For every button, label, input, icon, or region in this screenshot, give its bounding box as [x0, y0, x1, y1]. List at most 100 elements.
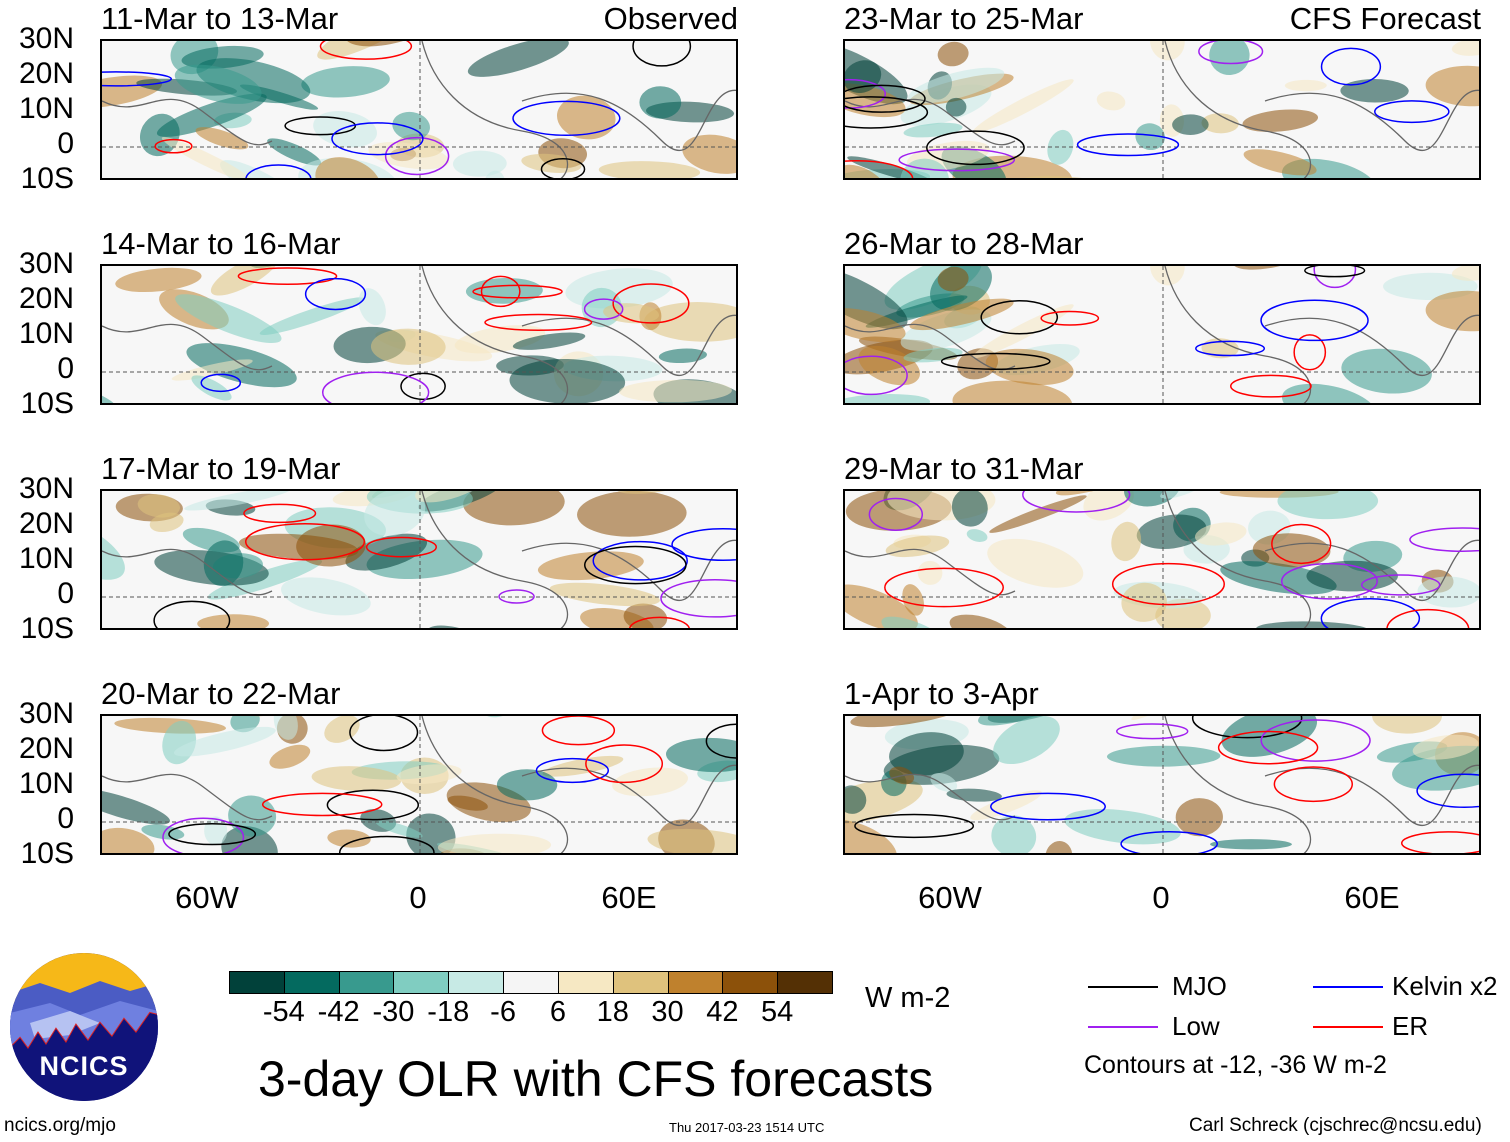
- olr-anomaly-blob: [937, 266, 969, 292]
- colorbar-tick-label: 6: [549, 996, 566, 1028]
- contour-kelvin: [200, 373, 242, 393]
- olr-anomaly-blob: [509, 358, 626, 403]
- colorbar-swatch: [503, 971, 559, 994]
- contour-low: [321, 371, 430, 403]
- lat-label: 20N: [18, 282, 74, 315]
- olr-anomaly-blob: [951, 491, 988, 527]
- olr-map-panel: [843, 489, 1481, 630]
- olr-anomaly-blob: [1256, 621, 1371, 628]
- olr-anomaly-blob: [137, 494, 180, 518]
- olr-anomaly-blob: [1277, 491, 1379, 520]
- olr-anomaly-blob: [315, 157, 382, 178]
- footer-author: Carl Schreck (cjschrec@ncsu.edu): [1189, 1115, 1482, 1136]
- olr-anomaly-blob: [952, 380, 1073, 403]
- olr-anomaly-blob: [512, 332, 586, 350]
- contour-er: [484, 313, 593, 332]
- contour-low: [1313, 266, 1357, 289]
- olr-anomaly-blob: [937, 41, 969, 67]
- lat-label: 30N: [18, 472, 74, 505]
- olr-anomaly-blob: [184, 491, 292, 511]
- contour-mjo: [845, 96, 929, 129]
- contour-er: [237, 267, 338, 285]
- olr-anomaly-blob: [467, 41, 569, 77]
- olr-anomaly-blob: [447, 795, 488, 811]
- map-svg: [845, 491, 1479, 630]
- contour-er: [1401, 831, 1479, 853]
- olr-anomaly-blob: [197, 614, 270, 628]
- contour-low: [1260, 719, 1371, 762]
- olr-anomaly-blob: [946, 788, 1002, 802]
- contour-er: [1386, 608, 1470, 628]
- olr-anomaly-blob: [1425, 65, 1479, 107]
- contour-mjo: [845, 84, 926, 113]
- olr-anomaly-blob: [1340, 79, 1409, 103]
- colorbar-swatch: [229, 971, 285, 994]
- contour-er: [1271, 523, 1332, 565]
- contour-er: [628, 616, 690, 628]
- lat-label: 0: [57, 127, 74, 160]
- olr-anomaly-blob: [577, 491, 687, 537]
- olr-anomaly-blob: [415, 491, 493, 503]
- contour-kelvin: [304, 277, 367, 311]
- contour-low: [845, 355, 908, 396]
- olr-anomaly-blob: [322, 403, 401, 405]
- contour-kelvin: [671, 527, 736, 561]
- olr-anomaly-blob: [149, 512, 184, 533]
- olr-anomaly-blob: [1210, 839, 1292, 850]
- olr-anomaly-blob: [1281, 383, 1377, 403]
- olr-anomaly-blob: [949, 614, 1013, 628]
- olr-anomaly-blob: [619, 379, 732, 403]
- olr-anomaly-blob: [845, 60, 882, 94]
- contour-mjo: [349, 716, 419, 752]
- contour-low: [1280, 562, 1378, 600]
- colorbar-swatch: [612, 971, 669, 994]
- contour-er: [154, 138, 193, 154]
- olr-anomaly-blob: [845, 308, 906, 343]
- olr-anomaly-blob: [1047, 129, 1074, 165]
- lat-label: 20N: [18, 507, 74, 540]
- lat-label: 20N: [18, 57, 74, 90]
- coastline: [102, 491, 736, 628]
- contour-er: [261, 792, 383, 817]
- coastline: [845, 491, 1479, 628]
- olr-anomaly-blob: [311, 766, 402, 792]
- contour-low: [868, 497, 924, 531]
- olr-anomaly-blob: [639, 86, 682, 119]
- olr-anomaly-blob: [1172, 114, 1209, 135]
- olr-anomaly-blob: [1095, 847, 1160, 855]
- olr-anomaly-blob: [358, 288, 386, 326]
- lon-label: 60W: [175, 880, 239, 915]
- figure-title: 3-day OLR with CFS forecasts: [258, 1051, 934, 1107]
- lat-label: 10N: [18, 92, 74, 125]
- contour-mjo: [980, 300, 1059, 335]
- olr-anomaly-blob: [102, 75, 163, 108]
- lat-label: 10S: [20, 387, 74, 420]
- contour-mjo: [940, 352, 1051, 370]
- olr-anomaly-blob: [1135, 123, 1166, 151]
- panel-label: Observed: [603, 1, 738, 36]
- lat-label: 10N: [18, 767, 74, 800]
- legend-swatch-low: [1088, 1026, 1158, 1028]
- olr-map-panel: [100, 489, 738, 630]
- contour-low: [384, 136, 450, 176]
- olr-anomaly-blob: [1136, 514, 1207, 550]
- logo-graphic: [10, 953, 158, 1101]
- olr-anomaly-blob: [889, 732, 964, 776]
- olr-anomaly-blob: [161, 136, 253, 178]
- olr-anomaly-blob: [1243, 149, 1317, 176]
- olr-anomaly-blob: [1160, 491, 1207, 499]
- olr-anomaly-blob: [1009, 626, 1107, 630]
- lat-label: 20N: [18, 732, 74, 765]
- lon-label: 60E: [601, 880, 657, 915]
- contour-mjo: [926, 130, 1025, 166]
- olr-anomaly-blob: [945, 97, 967, 117]
- colorbar-tick-label: -54: [262, 996, 305, 1028]
- contour-er: [884, 567, 1004, 608]
- panel-title: 17-Mar to 19-Mar: [101, 451, 341, 486]
- contour-mjo: [632, 41, 692, 67]
- olr-map-panel: [100, 714, 738, 855]
- contour-er: [480, 275, 521, 308]
- olr-anomaly-blob: [930, 773, 958, 792]
- colorbar-swatch: [557, 971, 614, 994]
- colorbar-tick-label: 30: [651, 996, 684, 1028]
